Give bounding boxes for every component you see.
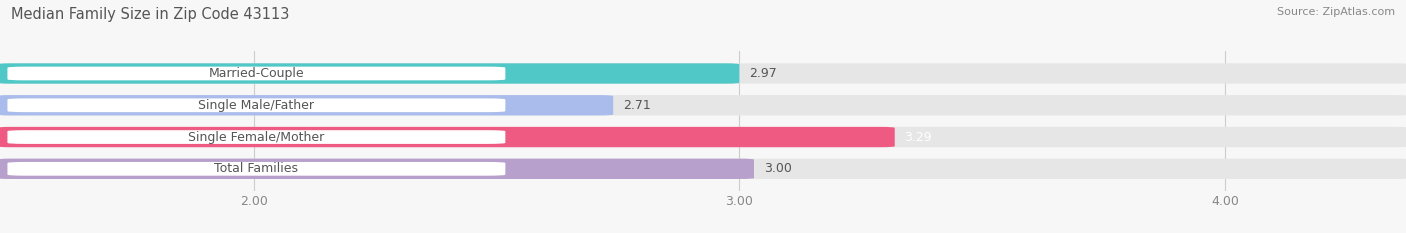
Text: 3.29: 3.29: [904, 130, 932, 144]
FancyBboxPatch shape: [0, 159, 1406, 179]
FancyBboxPatch shape: [7, 129, 506, 145]
Text: Total Families: Total Families: [214, 162, 298, 175]
FancyBboxPatch shape: [0, 95, 1406, 115]
Text: 3.00: 3.00: [763, 162, 792, 175]
FancyBboxPatch shape: [0, 95, 613, 115]
Text: 2.97: 2.97: [749, 67, 778, 80]
FancyBboxPatch shape: [0, 159, 754, 179]
FancyBboxPatch shape: [7, 97, 506, 113]
FancyBboxPatch shape: [0, 63, 1406, 84]
FancyBboxPatch shape: [0, 127, 1406, 147]
Text: 2.71: 2.71: [623, 99, 651, 112]
Text: Source: ZipAtlas.com: Source: ZipAtlas.com: [1277, 7, 1395, 17]
FancyBboxPatch shape: [7, 161, 506, 177]
FancyBboxPatch shape: [0, 127, 894, 147]
Text: Single Female/Mother: Single Female/Mother: [188, 130, 325, 144]
Text: Married-Couple: Married-Couple: [208, 67, 304, 80]
FancyBboxPatch shape: [0, 63, 740, 84]
FancyBboxPatch shape: [7, 66, 506, 81]
Text: Median Family Size in Zip Code 43113: Median Family Size in Zip Code 43113: [11, 7, 290, 22]
Text: Single Male/Father: Single Male/Father: [198, 99, 315, 112]
